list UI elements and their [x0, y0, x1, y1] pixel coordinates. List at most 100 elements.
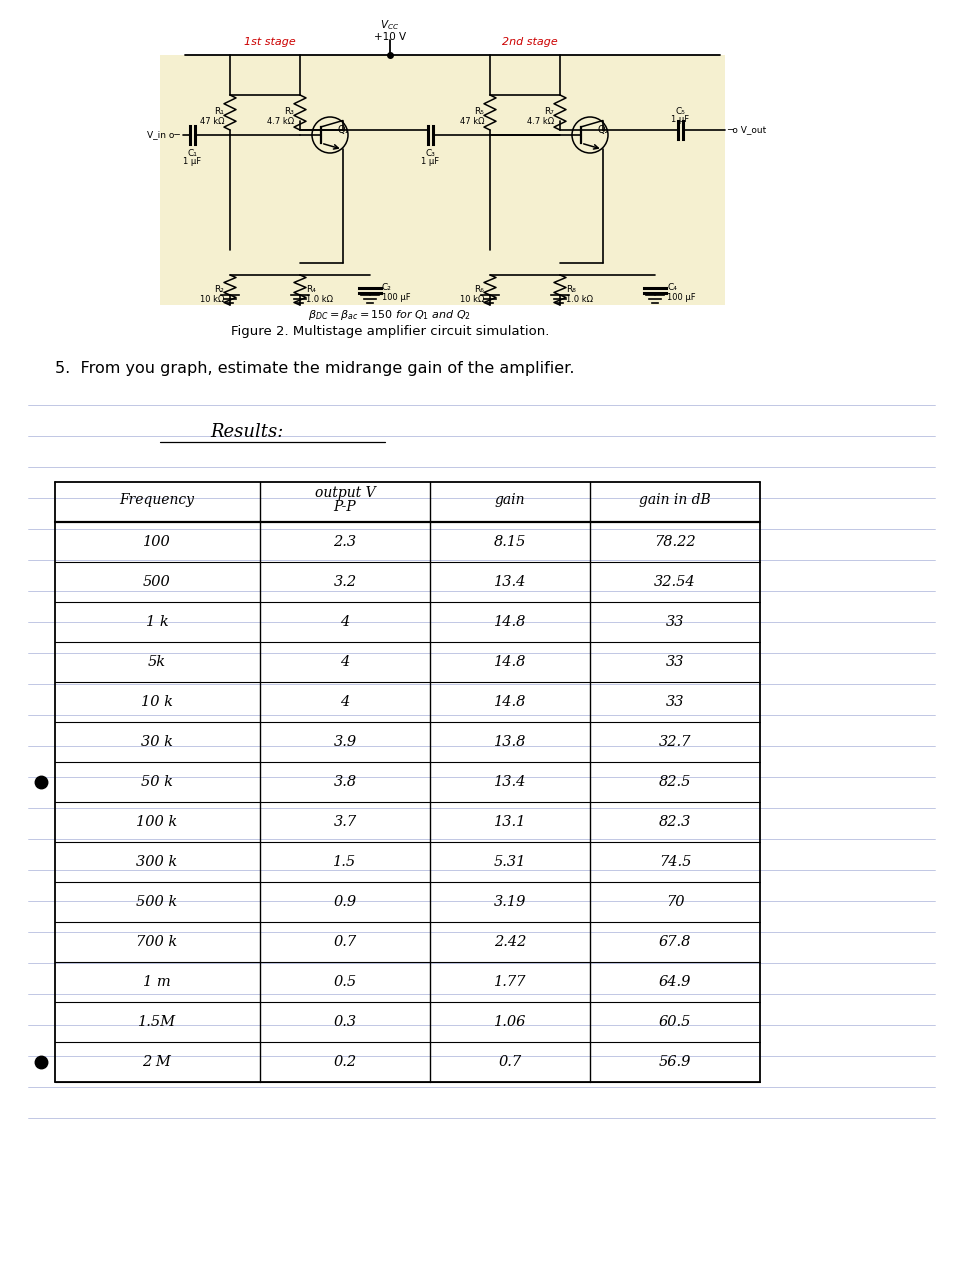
Text: +10 V: +10 V [374, 32, 406, 42]
Text: 1.77: 1.77 [493, 975, 526, 989]
Text: 30 k: 30 k [141, 735, 173, 749]
Text: 1.5: 1.5 [333, 855, 356, 869]
Text: 13.8: 13.8 [493, 735, 526, 749]
Text: 4: 4 [341, 695, 349, 709]
Text: 1 μF: 1 μF [183, 157, 201, 166]
Text: 14.8: 14.8 [493, 614, 526, 628]
FancyBboxPatch shape [160, 55, 725, 305]
Text: 1 k: 1 k [146, 614, 168, 628]
Text: R₃: R₃ [284, 108, 294, 116]
Text: 47 kΩ: 47 kΩ [200, 118, 224, 127]
Text: 100 k: 100 k [136, 815, 178, 829]
Text: 1 m: 1 m [143, 975, 171, 989]
Text: 4: 4 [341, 655, 349, 669]
Text: 1 μF: 1 μF [671, 115, 689, 124]
Text: gain in dB: gain in dB [639, 493, 710, 507]
Text: 2.42: 2.42 [493, 934, 526, 948]
Text: 74.5: 74.5 [659, 855, 691, 869]
Text: R₆: R₆ [474, 285, 484, 294]
Text: 500 k: 500 k [136, 895, 178, 909]
Text: 3.8: 3.8 [333, 774, 356, 788]
Text: 4.7 kΩ: 4.7 kΩ [527, 118, 554, 127]
Text: 13.1: 13.1 [493, 815, 526, 829]
Text: 500: 500 [143, 575, 171, 589]
Text: 14.8: 14.8 [493, 695, 526, 709]
Text: 13.4: 13.4 [493, 575, 526, 589]
Text: 3.7: 3.7 [333, 815, 356, 829]
Text: 2.3: 2.3 [333, 535, 356, 549]
Text: output V: output V [315, 486, 375, 500]
Text: gain: gain [494, 493, 525, 507]
Text: 5k: 5k [148, 655, 166, 669]
Text: 0.2: 0.2 [333, 1055, 356, 1069]
Text: 82.5: 82.5 [659, 774, 691, 788]
Text: 8.15: 8.15 [493, 535, 526, 549]
Text: 100 μF: 100 μF [667, 293, 696, 302]
Text: 4.7 kΩ: 4.7 kΩ [267, 118, 294, 127]
Text: R₁: R₁ [214, 108, 224, 116]
Text: R₇: R₇ [544, 108, 554, 116]
Text: 33: 33 [665, 655, 684, 669]
Text: $\beta_{DC} = \beta_{ac} = 150$ for $Q_1$ and $Q_2$: $\beta_{DC} = \beta_{ac} = 150$ for $Q_1… [308, 308, 471, 323]
Text: 300 k: 300 k [136, 855, 178, 869]
Text: 1.0 kΩ: 1.0 kΩ [566, 296, 593, 305]
Text: 5.31: 5.31 [493, 855, 526, 869]
Text: C₂: C₂ [382, 283, 392, 292]
Text: 0.7: 0.7 [333, 934, 356, 948]
Text: 60.5: 60.5 [659, 1015, 691, 1029]
Text: R₂: R₂ [214, 285, 224, 294]
Text: 1.0 kΩ: 1.0 kΩ [306, 296, 333, 305]
Text: 70: 70 [665, 895, 684, 909]
Text: 67.8: 67.8 [659, 934, 691, 948]
Text: 32.7: 32.7 [659, 735, 691, 749]
Text: 700 k: 700 k [136, 934, 178, 948]
Text: C₁: C₁ [187, 148, 197, 157]
Text: 10 kΩ: 10 kΩ [460, 296, 484, 305]
Text: 5.  From you graph, estimate the midrange gain of the amplifier.: 5. From you graph, estimate the midrange… [55, 361, 574, 375]
Text: 100: 100 [143, 535, 171, 549]
Text: 1st stage: 1st stage [244, 37, 296, 47]
Text: R₄: R₄ [306, 285, 316, 294]
Text: 2nd stage: 2nd stage [502, 37, 558, 47]
Text: 47 kΩ: 47 kΩ [460, 118, 484, 127]
Text: 10 kΩ: 10 kΩ [200, 296, 224, 305]
Text: 33: 33 [665, 695, 684, 709]
Text: Frequency: Frequency [119, 493, 195, 507]
Text: $V_{CC}$: $V_{CC}$ [380, 18, 399, 32]
Text: 0.3: 0.3 [333, 1015, 356, 1029]
Text: 82.3: 82.3 [659, 815, 691, 829]
Text: Results:: Results: [210, 422, 283, 442]
Text: 32.54: 32.54 [654, 575, 696, 589]
Text: C₅: C₅ [675, 108, 684, 116]
Text: 4: 4 [341, 614, 349, 628]
Text: 1.06: 1.06 [493, 1015, 526, 1029]
Text: 33: 33 [665, 614, 684, 628]
Text: 14.8: 14.8 [493, 655, 526, 669]
Text: C₃: C₃ [425, 148, 435, 157]
Text: 3.2: 3.2 [333, 575, 356, 589]
Text: P-P: P-P [334, 500, 356, 515]
Text: 13.4: 13.4 [493, 774, 526, 788]
Text: 0.7: 0.7 [498, 1055, 521, 1069]
Text: 100 μF: 100 μF [382, 293, 411, 302]
Text: 1 μF: 1 μF [420, 157, 439, 166]
Text: Q₁: Q₁ [337, 125, 348, 134]
Text: R₅: R₅ [474, 108, 484, 116]
Text: 50 k: 50 k [141, 774, 173, 788]
Text: 10 k: 10 k [141, 695, 173, 709]
Text: C₄: C₄ [667, 283, 677, 292]
Text: 56.9: 56.9 [659, 1055, 691, 1069]
Text: Q₂: Q₂ [597, 125, 609, 134]
Text: 3.9: 3.9 [333, 735, 356, 749]
Text: V_in o─: V_in o─ [147, 131, 180, 140]
Text: 78.22: 78.22 [654, 535, 696, 549]
Text: 1.5M: 1.5M [138, 1015, 176, 1029]
Text: Figure 2. Multistage amplifier circuit simulation.: Figure 2. Multistage amplifier circuit s… [230, 325, 549, 338]
Text: 0.9: 0.9 [333, 895, 356, 909]
Text: 64.9: 64.9 [659, 975, 691, 989]
Text: 3.19: 3.19 [493, 895, 526, 909]
Text: 0.5: 0.5 [333, 975, 356, 989]
Text: 2 M: 2 M [143, 1055, 172, 1069]
Text: ─o V_out: ─o V_out [727, 125, 766, 134]
Text: R₈: R₈ [566, 285, 576, 294]
